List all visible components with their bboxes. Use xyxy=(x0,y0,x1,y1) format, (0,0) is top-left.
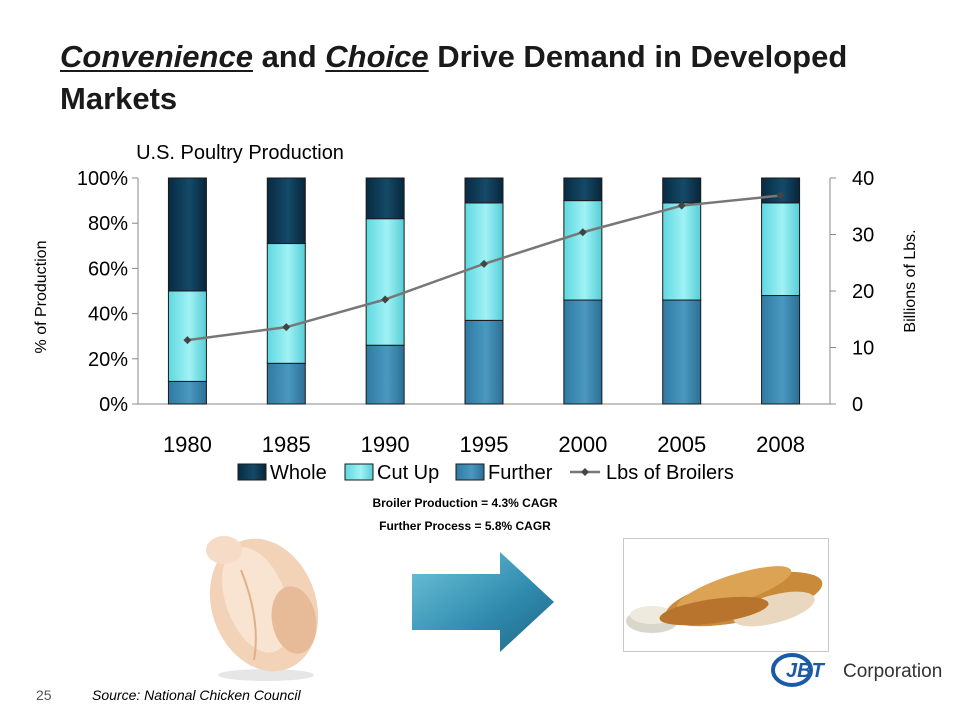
x-tick-label: 1995 xyxy=(460,432,509,457)
title-choice: Choice xyxy=(325,39,429,74)
arrow-icon xyxy=(412,552,554,652)
legend-line-marker xyxy=(581,468,589,476)
slide-title: Convenience and Choice Drive Demand in D… xyxy=(60,36,880,120)
legend-label: Lbs of Broilers xyxy=(606,462,734,484)
broiler-cagr-note: Broiler Production = 4.3% CAGR xyxy=(372,496,558,510)
jbt-logo: JBT Corporation xyxy=(771,653,942,687)
logo-jbt: JBT xyxy=(786,660,826,682)
broilers-point xyxy=(183,336,192,345)
legend-label: Further xyxy=(488,462,553,484)
y2-tick-label: 0 xyxy=(852,394,863,416)
bar-whole xyxy=(167,177,207,292)
x-tick-label: 2008 xyxy=(756,432,805,457)
x-tick-label: 2005 xyxy=(657,432,706,457)
bar-cut-up xyxy=(662,202,702,301)
bar-whole xyxy=(365,177,405,220)
bar-further xyxy=(563,299,603,405)
broilers-point xyxy=(282,323,291,332)
title-rest: Drive Demand in Developed Markets xyxy=(60,39,848,116)
poultry-production-chart: U.S. Poultry Production 0% 20% 40% 60% 80% 10… xyxy=(33,142,919,484)
chart-title: U.S. Poultry Production xyxy=(136,142,344,164)
logo-corporation: Corporation xyxy=(843,661,942,682)
y2-axis-title: Billions of Lbs. xyxy=(902,229,919,332)
x-tick-label: 1980 xyxy=(163,432,212,457)
bar-whole xyxy=(563,177,603,202)
bar-further xyxy=(464,319,504,405)
bar-further xyxy=(167,380,207,405)
title-and: and xyxy=(252,39,326,74)
broilers-point xyxy=(480,259,488,268)
bar-whole xyxy=(266,177,306,245)
y-tick-label: 0% xyxy=(99,394,128,416)
legend-swatch xyxy=(237,463,267,481)
further-process-cagr-note: Further Process = 5.8% CAGR xyxy=(379,519,551,533)
chicken-tenders-image xyxy=(623,538,829,652)
bar-further xyxy=(365,344,405,405)
x-tick-label: 1985 xyxy=(262,432,311,457)
broilers-point xyxy=(677,201,686,210)
y-tick-label: 20% xyxy=(88,349,128,371)
raw-chicken-image xyxy=(206,536,319,681)
page-number: 25 xyxy=(36,687,52,703)
bar-further xyxy=(662,299,702,405)
bar-cut-up xyxy=(563,200,603,301)
y-tick-label: 80% xyxy=(88,213,128,235)
legend-label: Whole xyxy=(270,462,327,484)
broilers-point xyxy=(776,191,785,200)
bar-cut-up xyxy=(266,243,306,364)
title-convenience: Convenience xyxy=(60,39,253,74)
broilers-point xyxy=(578,228,587,237)
bar-further xyxy=(266,362,306,405)
y2-tick-label: 30 xyxy=(852,225,874,247)
bar-whole xyxy=(662,177,702,204)
y-tick-label: 100% xyxy=(77,168,128,190)
bar-cut-up xyxy=(365,218,405,346)
bar-whole xyxy=(464,177,504,204)
legend-swatch xyxy=(344,463,374,481)
y2-tick-label: 10 xyxy=(852,338,874,360)
y-axis-title: % of Production xyxy=(33,241,50,354)
x-tick-label: 2000 xyxy=(558,432,607,457)
legend-swatch xyxy=(455,463,485,481)
x-tick-label: 1990 xyxy=(361,432,410,457)
bar-cut-up xyxy=(761,202,801,297)
y2-tick-label: 40 xyxy=(852,168,874,190)
legend-label: Cut Up xyxy=(377,462,439,484)
y-tick-label: 40% xyxy=(88,304,128,326)
source-note: Source: National Chicken Council xyxy=(92,687,301,703)
y-tick-label: 60% xyxy=(88,258,128,280)
y2-tick-label: 20 xyxy=(852,281,874,303)
broilers-point xyxy=(381,295,390,304)
bar-further xyxy=(761,295,801,405)
